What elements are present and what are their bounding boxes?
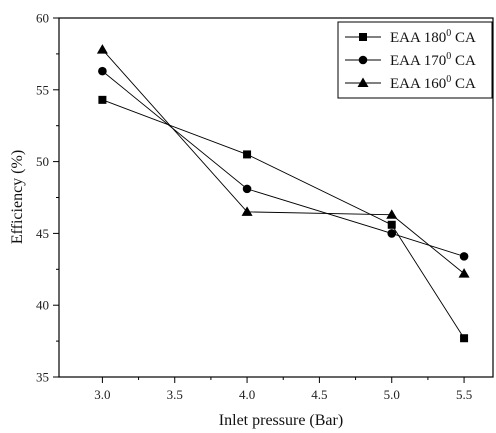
series-line bbox=[102, 99, 465, 339]
data-point-triangle bbox=[386, 209, 398, 219]
data-point-circle bbox=[459, 252, 469, 261]
y-tick-label: 55 bbox=[36, 82, 49, 97]
x-tick-label: 5.5 bbox=[456, 387, 472, 402]
legend-item: EAA 1700 CA bbox=[345, 51, 476, 69]
y-tick-label: 50 bbox=[36, 154, 49, 169]
legend-label: EAA 1700 CA bbox=[390, 51, 476, 69]
data-point-square bbox=[98, 95, 107, 104]
x-tick-label: 3.0 bbox=[94, 387, 110, 402]
y-axis-title: Efficiency (%) bbox=[9, 150, 26, 244]
y-tick-label: 40 bbox=[36, 298, 49, 313]
legend-marker-square bbox=[359, 33, 367, 41]
series-line bbox=[102, 70, 465, 257]
x-tick-label: 4.5 bbox=[311, 387, 327, 402]
x-tick-label: 3.5 bbox=[167, 387, 183, 402]
series-line bbox=[102, 49, 465, 274]
series-square bbox=[98, 95, 469, 343]
data-point-square bbox=[243, 150, 252, 159]
y-tick-label: 60 bbox=[36, 11, 49, 26]
legend-label: EAA 1800 CA bbox=[390, 28, 476, 46]
data-point-square bbox=[387, 220, 396, 229]
series-triangle bbox=[96, 44, 470, 278]
x-tick-label: 5.0 bbox=[384, 387, 400, 402]
data-point-square bbox=[460, 334, 469, 343]
legend-marker-triangle bbox=[357, 77, 369, 87]
y-tick-label: 35 bbox=[36, 370, 49, 385]
data-point-triangle bbox=[458, 268, 470, 278]
y-tick-label: 45 bbox=[36, 226, 49, 241]
x-tick-label: 4.0 bbox=[239, 387, 255, 402]
data-point-circle bbox=[242, 184, 252, 194]
legend-marker-circle bbox=[358, 55, 368, 65]
legend-label: EAA 1600 CA bbox=[390, 74, 476, 92]
legend-item: EAA 1800 CA bbox=[345, 28, 476, 46]
x-axis-title: Inlet pressure (Bar) bbox=[219, 412, 343, 429]
series-circle bbox=[98, 66, 469, 261]
legend: EAA 1800 CA EAA 1700 CA EAA 1600 CA bbox=[337, 21, 493, 99]
series-layer bbox=[96, 44, 470, 343]
data-point-triangle bbox=[241, 206, 253, 216]
data-point-triangle bbox=[96, 44, 108, 54]
legend-item: EAA 1600 CA bbox=[345, 74, 476, 92]
data-point-circle bbox=[98, 66, 107, 76]
axes-layer: 3.0 3.5 4.0 4.5 5.0 5.5 35 40 45 50 55 60 bbox=[36, 11, 472, 403]
data-point-circle bbox=[387, 229, 397, 238]
